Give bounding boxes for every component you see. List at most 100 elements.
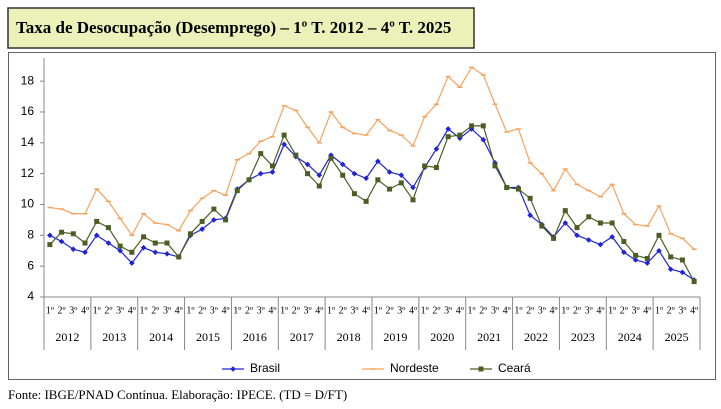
data-point xyxy=(211,217,217,223)
x-tick-label: 1º xyxy=(233,305,241,316)
x-tick-label: 1º xyxy=(186,305,194,316)
x-tick-label: 1º xyxy=(140,305,148,316)
data-point xyxy=(140,244,147,251)
data-point xyxy=(152,249,159,256)
data-point xyxy=(656,232,662,238)
data-point xyxy=(562,220,569,226)
data-point xyxy=(199,218,205,224)
x-tick-label: 4º xyxy=(268,305,276,316)
x-group-label: 2012 xyxy=(55,330,79,344)
x-tick-label: 2º xyxy=(58,305,66,316)
data-point xyxy=(351,191,357,197)
data-point xyxy=(539,223,545,229)
data-point xyxy=(105,240,112,246)
x-tick-label: 1º xyxy=(608,305,616,316)
data-point xyxy=(387,186,393,192)
data-point xyxy=(585,237,592,243)
y-tick-label: 16 xyxy=(21,104,35,118)
x-tick-label: 2º xyxy=(526,305,534,316)
series-line xyxy=(49,125,695,282)
y-tick-label: 10 xyxy=(21,197,35,211)
x-tick-label: 1º xyxy=(655,305,663,316)
y-tick-label: 12 xyxy=(21,166,35,180)
data-point xyxy=(609,220,615,226)
chart-frame xyxy=(8,52,716,380)
data-point xyxy=(586,214,592,220)
data-point xyxy=(129,260,135,266)
x-tick-label: 1º xyxy=(327,305,335,316)
data-point xyxy=(621,249,627,256)
data-point xyxy=(644,255,650,261)
x-tick-label: 4º xyxy=(175,305,183,316)
data-point xyxy=(257,170,264,177)
x-tick-label: 4º xyxy=(503,305,511,316)
x-tick-label: 3º xyxy=(69,305,77,316)
data-point xyxy=(269,169,276,175)
y-tick-label: 8 xyxy=(27,227,34,241)
x-tick-label: 2º xyxy=(104,305,112,316)
data-point xyxy=(668,254,674,260)
data-point xyxy=(457,132,463,138)
data-point xyxy=(574,232,580,239)
x-tick-label: 4º xyxy=(409,305,417,316)
data-point xyxy=(70,246,77,252)
data-point xyxy=(527,212,533,219)
data-point xyxy=(410,184,416,191)
data-point xyxy=(305,171,311,177)
data-point xyxy=(199,226,205,232)
data-point xyxy=(223,217,229,223)
data-point xyxy=(469,123,475,129)
x-group-label: 2021 xyxy=(477,330,501,344)
data-point xyxy=(164,240,170,246)
data-point xyxy=(269,163,275,169)
x-group-label: 2014 xyxy=(149,330,173,344)
x-tick-label: 3º xyxy=(632,305,640,316)
data-point xyxy=(234,188,240,194)
x-tick-label: 3º xyxy=(257,305,265,316)
data-point xyxy=(47,242,53,248)
data-point xyxy=(527,195,533,201)
x-tick-label: 1º xyxy=(561,305,569,316)
x-tick-label: 2º xyxy=(339,305,347,316)
data-point xyxy=(211,206,217,212)
x-tick-label: 1º xyxy=(374,305,382,316)
x-tick-label: 3º xyxy=(538,305,546,316)
data-point xyxy=(679,257,685,263)
y-tick-label: 4 xyxy=(27,289,34,303)
x-group-label: 2019 xyxy=(383,330,407,344)
legend-label: Brasil xyxy=(250,361,280,375)
y-tick-label: 18 xyxy=(21,73,35,87)
data-point xyxy=(375,158,381,165)
data-point xyxy=(445,134,451,140)
data-point xyxy=(117,247,123,254)
x-tick-label: 3º xyxy=(585,305,593,316)
x-tick-label: 4º xyxy=(690,305,698,316)
x-group-label: 2017 xyxy=(290,330,314,344)
legend-marker xyxy=(478,366,484,372)
data-point xyxy=(246,177,252,183)
x-tick-label: 2º xyxy=(620,305,628,316)
data-point xyxy=(117,243,123,249)
x-group-label: 2018 xyxy=(337,330,361,344)
chart-title: Taxa de Desocupação (Desemprego) – 1º T.… xyxy=(16,18,451,37)
x-tick-label: 2º xyxy=(432,305,440,316)
x-tick-label: 3º xyxy=(678,305,686,316)
x-tick-label: 4º xyxy=(596,305,604,316)
data-point xyxy=(293,152,299,158)
data-point xyxy=(691,279,697,285)
data-point xyxy=(375,177,381,183)
data-point xyxy=(47,232,53,239)
x-group-label: 2025 xyxy=(665,330,689,344)
data-point xyxy=(504,185,510,191)
legend-marker xyxy=(230,366,236,372)
x-group-label: 2024 xyxy=(618,330,642,344)
data-point xyxy=(70,231,76,237)
data-point xyxy=(187,231,193,237)
x-tick-label: 2º xyxy=(667,305,675,316)
data-point xyxy=(644,260,651,266)
x-tick-label: 2º xyxy=(151,305,159,316)
data-point xyxy=(328,155,334,161)
x-tick-label: 2º xyxy=(245,305,253,316)
data-point xyxy=(597,241,604,248)
